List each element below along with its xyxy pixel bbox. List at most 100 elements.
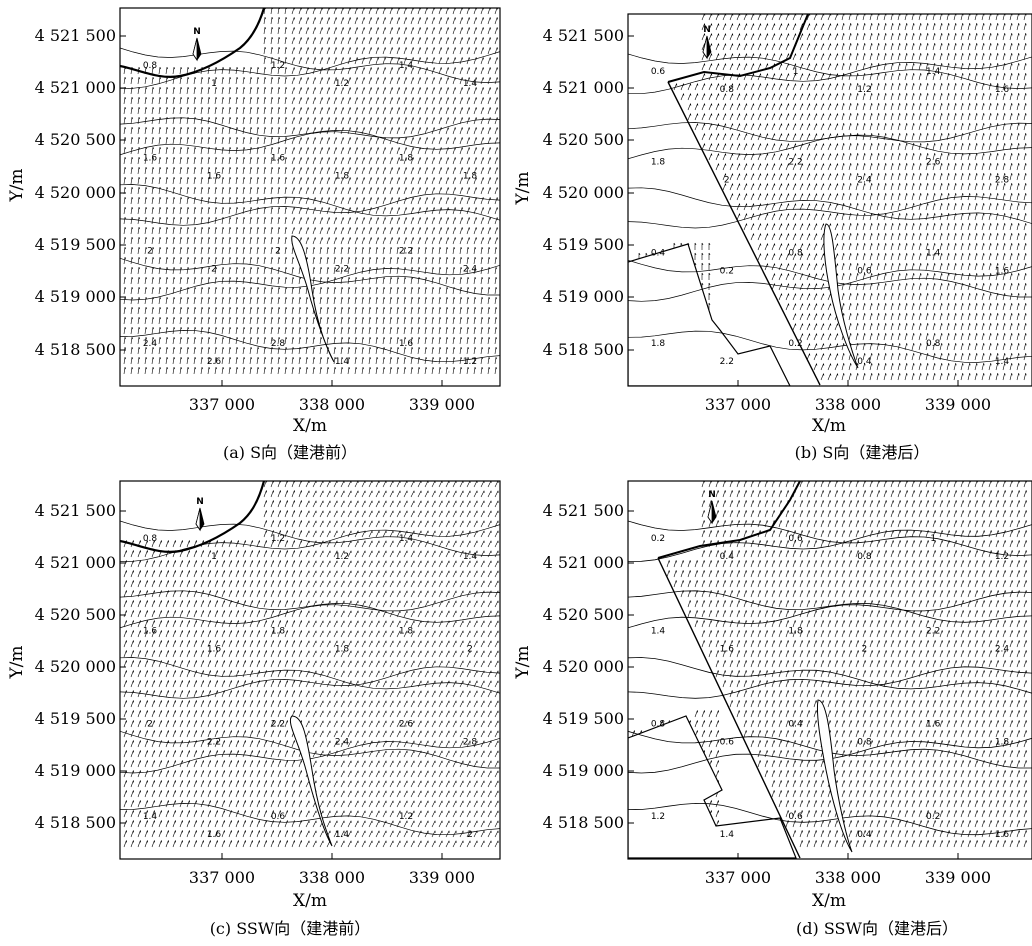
y-tick-label: 4 520 500 (35, 605, 116, 624)
contour-label: 0.4 (720, 552, 735, 562)
contour-label: 1.8 (651, 158, 666, 168)
y-tick-label: 4 519 500 (35, 709, 116, 728)
contour-label: 2.2 (399, 246, 413, 256)
contour-label: 0.8 (143, 61, 158, 71)
contour-line (120, 330, 500, 363)
contour-label: 2.8 (995, 176, 1010, 186)
panel-b-north-label: N (703, 25, 711, 35)
contour-label: 2.6 (207, 357, 222, 367)
contour-label: 2 (147, 719, 153, 729)
contour-label: 2.4 (857, 176, 872, 186)
contour-label: 2.2 (720, 357, 734, 367)
contour-label: 2 (211, 264, 217, 274)
x-tick-label: 337 000 (189, 868, 255, 887)
contour-label: 2.2 (207, 737, 221, 747)
contour-label: 0.2 (788, 339, 802, 349)
panel-d-contour-labels: 0.2 0.4 0.6 0.8 1 1.2 1.4 1.6 1.8 2 2.2 2.4 0.8 0.6 0.… (651, 534, 1010, 840)
contour-line (628, 196, 1032, 229)
contour-label: 1.4 (463, 79, 478, 89)
y-tick-label: 4 521 000 (543, 553, 624, 572)
contour-label: 0.4 (651, 248, 666, 258)
y-tick-label: 4 521 000 (543, 78, 624, 97)
y-tick-label: 4 519 500 (35, 235, 116, 254)
contour-label: 0.2 (720, 266, 734, 276)
contour-line (120, 666, 500, 699)
x-tick-label: 339 000 (409, 868, 475, 887)
contour-label: 0.8 (720, 85, 735, 95)
y-tick-label: 4 521 500 (543, 501, 624, 520)
contour-label: 2 (467, 645, 473, 655)
panel-b-frame (627, 13, 1032, 387)
contour-label: 2.8 (463, 737, 478, 747)
contour-label: 1.6 (207, 645, 222, 655)
panel-d-caption: (d) SSW向（建港后） (796, 919, 958, 938)
contour-label: 1.6 (995, 266, 1010, 276)
x-tick-label: 339 000 (925, 395, 991, 414)
y-tick-label: 4 519 000 (35, 287, 116, 306)
panel-d-port-edge (657, 557, 801, 859)
contour-label: 1 (211, 552, 217, 562)
contour-label: 1.8 (399, 627, 414, 637)
contour-line (120, 193, 500, 226)
contour-label: 1.6 (995, 830, 1010, 840)
contour-label: 2 (467, 830, 473, 840)
panel-a-coastline (120, 8, 266, 78)
contour-label: 0.8 (651, 719, 666, 729)
panel-b-north-arrow: N (702, 25, 712, 60)
x-tick-label: 338 000 (299, 395, 365, 414)
contour-label: 1.4 (399, 534, 414, 544)
contour-line (628, 657, 1032, 694)
contour-line (120, 117, 500, 150)
panel-c-north-arrow: N (195, 497, 205, 532)
panel-a-ylabel: Y/m (7, 168, 27, 202)
y-tick-label: 4 519 500 (543, 709, 624, 728)
x-tick-label: 337 000 (705, 868, 771, 887)
contour-line (120, 118, 500, 156)
panel-a-contours (120, 47, 500, 363)
flow-vector-field (123, 481, 499, 848)
contour-label: 0.6 (788, 812, 803, 822)
flow-vector-field (631, 14, 1027, 381)
panel-c-xlabel: X/m (293, 891, 327, 911)
contour-label: 0.6 (788, 534, 803, 544)
contour-label: 1.6 (399, 339, 414, 349)
panel-a-shoal (291, 235, 335, 363)
panel-c-flow-vectors (123, 481, 499, 848)
panel-c-coastline (120, 481, 266, 553)
contour-label: 1.8 (995, 737, 1010, 747)
contour-label: 1.2 (463, 357, 477, 367)
contour-label: 2 (862, 645, 868, 655)
contour-label: 2.2 (926, 627, 940, 637)
y-tick-label: 4 520 500 (543, 605, 624, 624)
contour-line (628, 802, 1032, 836)
panel-c-x-axis: 337 000 338 000 339 000 (189, 853, 475, 887)
panel-b-caption: (b) S向（建港后） (795, 443, 930, 462)
y-tick-label: 4 520 000 (543, 657, 624, 676)
panel-b-xlabel: X/m (812, 416, 846, 436)
contour-label: 2 (724, 176, 730, 186)
contour-label: 1.8 (335, 172, 350, 182)
panel-c-caption: (c) SSW向（建港前） (210, 919, 371, 938)
contour-line (628, 590, 1032, 623)
contour-label: 0.8 (926, 339, 941, 349)
panel-c-plot (120, 481, 500, 848)
contour-label: 1.2 (271, 61, 285, 71)
contour-line (628, 56, 1032, 95)
contour-label: 0.4 (788, 719, 803, 729)
contour-label: 1.4 (335, 830, 350, 840)
contour-label: 0.6 (271, 812, 286, 822)
panel-c-shoal (290, 715, 333, 847)
contour-label: 1.6 (143, 154, 158, 164)
panel-a-frame (119, 7, 501, 387)
contour-line (120, 47, 500, 83)
contour-line (120, 591, 500, 629)
panel-a-x-axis: 337 000 338 000 339 000 (189, 380, 475, 414)
contour-label: 2.4 (995, 645, 1010, 655)
contour-label: 1.4 (143, 812, 158, 822)
x-tick-label: 338 000 (815, 868, 881, 887)
contour-label: 2.2 (335, 264, 349, 274)
panel-b-shoal (823, 223, 859, 369)
y-tick-label: 4 518 500 (35, 340, 116, 359)
